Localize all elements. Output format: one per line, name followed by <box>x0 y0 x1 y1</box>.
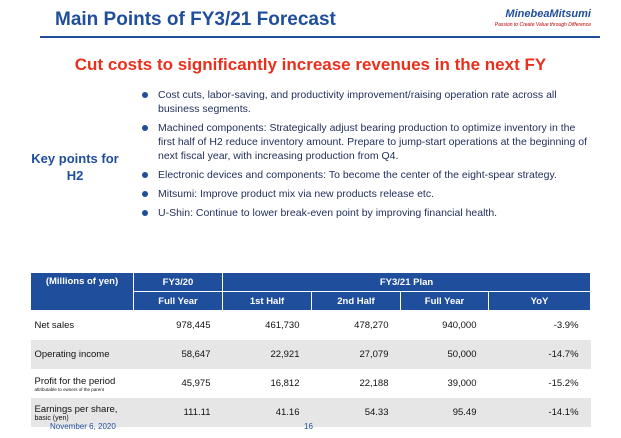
bullet-item: Electronic devices and components: To be… <box>138 168 590 182</box>
bullet-item: U-Shin: Continue to lower break-even poi… <box>138 206 590 220</box>
header-cell: Full Year <box>133 291 223 311</box>
table-cell: 978,445 <box>176 320 211 331</box>
table-cell: 50,000 <box>400 340 489 369</box>
table-cell: 27,079 <box>311 340 401 369</box>
row-label-cell: Operating income <box>30 340 134 369</box>
header-cell: FY3/21 Plan <box>221 272 592 292</box>
table-row: Profit for the period attributable to own… <box>31 369 591 398</box>
table-row: Net sales 978,445 461,730 478,270 940,000 -3.… <box>31 311 591 341</box>
footer-date: November 6, 2020 <box>50 422 116 431</box>
table-cell: 22,188 <box>359 378 389 389</box>
table-cell: 940,000 <box>442 320 477 331</box>
row-label: Earnings per share, <box>34 403 118 415</box>
table-cell: 95.49 <box>400 398 489 427</box>
table-cell: 39,000 <box>447 378 477 389</box>
key-points-label: Key points for H2 <box>31 151 119 183</box>
table-cell: 58,647 <box>133 340 223 369</box>
header-cell: 1st Half <box>222 291 312 311</box>
table-cell: 16,812 <box>270 378 300 389</box>
bullet-item: Cost cuts, labor-saving, and productivit… <box>138 88 590 116</box>
table-cell: 54.33 <box>311 398 401 427</box>
row-label-cell: Profit for the period attributable to own… <box>31 369 134 398</box>
table-cell: 45,975 <box>181 378 211 389</box>
row-label: Operating income <box>34 349 110 360</box>
table-cell: 22,921 <box>222 340 312 369</box>
header-cell: Full Year <box>400 291 489 311</box>
headline: Cut costs to significantly increase reve… <box>74 55 547 74</box>
table-row: Earnings per share, basic (yen) 111.11 41.1… <box>30 398 591 427</box>
bullet-list: Cost cuts, labor-saving, and productivit… <box>138 88 590 225</box>
bullet-item: Mitsumi: Improve product mix via new pro… <box>138 187 590 201</box>
logo: MinebeaMitsumi <box>505 8 591 20</box>
page-number: 16 <box>304 422 313 431</box>
table-cell: -14.1% <box>488 398 591 427</box>
row-sublabel: attributable to owners of the parent <box>34 386 105 392</box>
row-label: Profit for the period <box>34 375 116 387</box>
row-label-cell: Earnings per share, basic (yen) <box>30 398 134 427</box>
table-cell: 111.11 <box>133 398 223 427</box>
table-cell: -3.9% <box>553 320 579 331</box>
header-rule <box>40 36 600 38</box>
tagline: Passion to Create Value through Differen… <box>494 22 591 28</box>
row-sublabel: basic (yen) <box>34 414 69 422</box>
header-cell: YoY <box>487 291 592 311</box>
table-cell: 41.16 <box>222 398 312 427</box>
header-cell: 2nd Half <box>311 291 401 311</box>
header-cell: (Millions of yen) <box>30 272 134 311</box>
table-cell: 478,270 <box>354 320 389 331</box>
table-cell: -15.2% <box>548 378 579 389</box>
table-cell: -14.7% <box>488 340 591 369</box>
forecast-table: (Millions of yen) FY3/20 FY3/21 Plan Ful… <box>30 272 592 427</box>
title: Main Points of FY3/21 Forecast <box>55 9 336 30</box>
bullet-item: Machined components: Strategically adjus… <box>138 121 590 163</box>
table-row: Operating income 58,647 22,921 27,079 50,000… <box>30 340 591 369</box>
row-label-cell: Net sales <box>31 311 134 341</box>
row-label: Net sales <box>34 320 75 331</box>
header-cell: FY3/20 <box>133 272 223 292</box>
table-cell: 461,730 <box>265 320 300 331</box>
